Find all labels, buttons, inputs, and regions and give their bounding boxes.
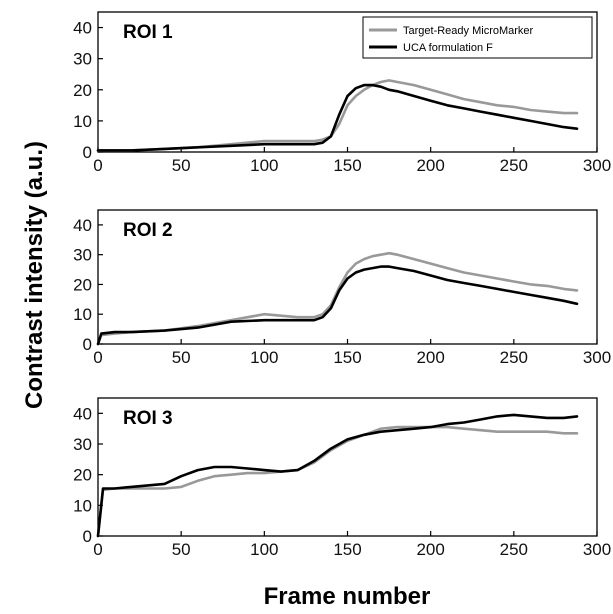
legend: Target-Ready MicroMarker UCA formulation … xyxy=(362,16,593,59)
legend-box xyxy=(362,16,593,59)
panel-3: 0 10 20 30 40 0 50 100 150 200 250 300 ROI 3 xyxy=(73,397,611,559)
y-tick-label: 30 xyxy=(73,50,92,69)
x-tick-label: 50 xyxy=(172,156,191,175)
panel-2: 0 10 20 30 40 0 50 100 150 200 250 300 ROI 2 xyxy=(73,209,611,367)
panel-1: 0 10 20 30 40 0 50 100 150 200 250 300 ROI 1 xyxy=(73,11,611,175)
y-axis-label: Contrast intensity (a.u.) xyxy=(21,141,48,409)
y-tick-label: 30 xyxy=(73,435,92,454)
panel-title: ROI 3 xyxy=(123,408,173,429)
panel-title: ROI 1 xyxy=(123,22,173,43)
x-tick-label: 0 xyxy=(93,540,102,559)
x-tick-label: 250 xyxy=(500,156,528,175)
x-tick-label: 150 xyxy=(333,540,361,559)
x-tick-label: 0 xyxy=(93,156,102,175)
x-tick-label: 150 xyxy=(333,348,361,367)
x-tick-label: 0 xyxy=(93,348,102,367)
x-tick-label: 150 xyxy=(333,156,361,175)
legend-entry: Target-Ready MicroMarker xyxy=(403,25,534,37)
y-tick-label: 40 xyxy=(73,404,92,423)
y-tick-label: 0 xyxy=(83,335,92,354)
y-tick-label: 10 xyxy=(73,112,92,131)
y-tick-label: 10 xyxy=(73,496,92,515)
y-tick-label: 40 xyxy=(73,216,92,235)
series-line-uca-formulation-f xyxy=(96,265,579,346)
x-tick-label: 50 xyxy=(172,540,191,559)
legend-entry: UCA formulation F xyxy=(403,42,493,54)
x-tick-label: 50 xyxy=(172,348,191,367)
y-tick-label: 40 xyxy=(73,19,92,38)
series-line-uca-formulation-f xyxy=(96,413,579,538)
y-tick-label: 0 xyxy=(83,527,92,546)
panel-title: ROI 2 xyxy=(123,220,173,241)
x-tick-label: 200 xyxy=(416,540,444,559)
x-tick-label: 300 xyxy=(583,540,611,559)
x-tick-label: 250 xyxy=(500,348,528,367)
x-tick-label: 250 xyxy=(500,540,528,559)
x-tick-label: 300 xyxy=(583,156,611,175)
x-tick-label: 200 xyxy=(416,156,444,175)
x-tick-label: 100 xyxy=(250,156,278,175)
x-axis-label: Frame number xyxy=(264,583,431,610)
y-tick-label: 10 xyxy=(73,305,92,324)
x-tick-label: 100 xyxy=(250,540,278,559)
y-tick-label: 20 xyxy=(73,81,92,100)
x-tick-label: 300 xyxy=(583,348,611,367)
plot-frame xyxy=(97,397,598,537)
y-tick-label: 20 xyxy=(73,275,92,294)
y-tick-label: 20 xyxy=(73,466,92,485)
y-tick-label: 0 xyxy=(83,143,92,162)
series-line-uca-formulation-f xyxy=(96,83,579,152)
y-tick-label: 30 xyxy=(73,246,92,265)
x-tick-label: 100 xyxy=(250,348,278,367)
series-line-target-ready xyxy=(96,251,579,346)
x-tick-label: 200 xyxy=(416,348,444,367)
